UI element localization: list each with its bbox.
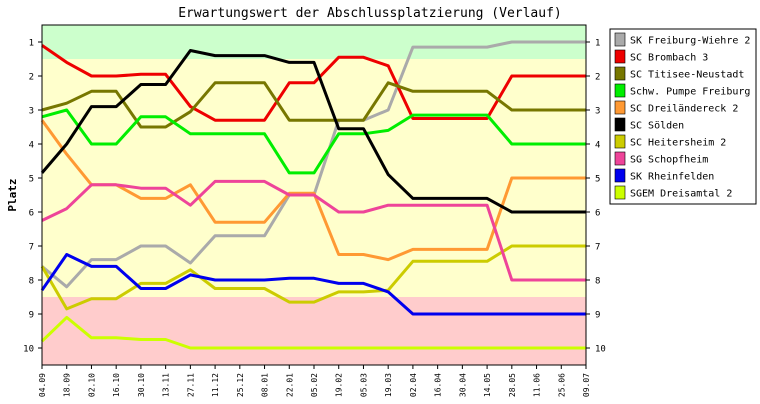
legend-entry: Schw. Pumpe Freiburg [630, 87, 750, 98]
legend-swatch [614, 83, 626, 98]
y-tick-label-left: 2 [29, 73, 34, 83]
y-tick-label-right: 3 [595, 107, 600, 117]
y-tick-label-right: 1 [595, 39, 600, 49]
chart-title: Erwartungswert der Abschlussplatzierung … [178, 6, 562, 21]
x-tick-label: 05.03 [359, 373, 368, 397]
zone-band-3 [42, 297, 586, 365]
y-tick-label-left: 5 [29, 175, 34, 185]
series-line-4 [41, 108, 586, 175]
x-tick-label: 05.02 [310, 373, 319, 397]
legend-entry: SK Rheinfelden [630, 172, 714, 183]
x-tick-label: 16.10 [112, 373, 121, 397]
y-tick-label-right: 8 [595, 277, 600, 287]
series-line-6 [40, 49, 586, 214]
legend-entry: SG Schopfheim [630, 155, 708, 166]
y-tick-label-right: 10 [595, 345, 606, 355]
x-axis: 04.09 18.09 02.10 16.10 30.10 13.11 27.11 11.12… [38, 365, 591, 397]
series-line-9 [40, 253, 586, 316]
x-tick-label: 04.09 [38, 373, 47, 397]
legend-entry: SGEM Dreisamtal 2 [630, 189, 732, 200]
x-tick-label: 27.11 [186, 373, 195, 397]
y-axis-right: 1 2 3 4 5 6 7 8 9 10 [586, 39, 606, 355]
legend-entry: SC Brombach 3 [630, 53, 708, 64]
zone-band-1 [42, 25, 586, 59]
y-tick-label-left: 3 [29, 107, 34, 117]
x-tick-label: 30.10 [137, 373, 146, 397]
series-lines [40, 40, 586, 350]
legend-swatch [614, 117, 626, 132]
x-tick-label: 19.03 [384, 373, 393, 397]
y-tick-label-left: 10 [23, 345, 34, 355]
y-tick-label-left: 4 [29, 141, 34, 151]
x-tick-label: 30.04 [458, 373, 467, 397]
x-tick-label: 13.11 [162, 373, 171, 397]
x-tick-label: 02.04 [409, 373, 418, 397]
x-tick-label: 25.12 [236, 373, 245, 397]
y-tick-label-right: 7 [595, 243, 600, 253]
series-line-7 [40, 244, 586, 311]
y-tick-label-right: 6 [595, 209, 600, 219]
x-tick-label: 08.01 [261, 373, 270, 397]
legend-frame [609, 28, 757, 205]
legend-swatch [614, 151, 626, 166]
y-tick-label-left: 1 [29, 39, 34, 49]
series-line-8 [41, 179, 586, 282]
legend-swatch [614, 32, 626, 47]
x-tick-label: 16.04 [434, 373, 443, 397]
x-tick-label: 11.06 [533, 373, 542, 397]
y-axis-label: Platz [6, 178, 19, 211]
x-tick-label: 18.09 [63, 373, 72, 397]
legend-swatch [614, 185, 626, 200]
legend-swatch [614, 66, 626, 81]
legend: SK Freiburg-Wiehre 2 SC Brombach 3 SC Titi… [609, 28, 757, 205]
x-tick-label: 02.10 [87, 373, 96, 397]
legend-entry: SK Freiburg-Wiehre 2 [630, 36, 750, 47]
x-tick-label: 25.06 [557, 373, 566, 397]
y-tick-label-left: 7 [29, 243, 34, 253]
legend-swatch [614, 134, 626, 149]
legend-swatch [614, 49, 626, 64]
y-tick-label-left: 9 [29, 311, 34, 321]
x-tick-label: 28.05 [508, 373, 517, 397]
y-tick-label-right: 4 [595, 141, 600, 151]
legend-entry: SC Titisee-Neustadt [630, 70, 744, 81]
x-tick-label: 19.02 [335, 373, 344, 397]
legend-swatch [614, 168, 626, 183]
y-tick-label-left: 8 [29, 277, 34, 287]
y-tick-label-right: 2 [595, 73, 600, 83]
x-tick-label: 11.12 [211, 373, 220, 397]
series-line-10 [40, 315, 586, 350]
series-line-2 [41, 44, 586, 122]
legend-entry: SC Sölden [630, 121, 684, 132]
y-axis-left: 1 2 3 4 5 6 7 8 9 10 [23, 39, 42, 355]
x-tick-label: 22.01 [285, 373, 294, 397]
y-tick-label-right: 9 [595, 311, 600, 321]
legend-entry: SC Heitersheim 2 [630, 138, 726, 149]
legend-swatch [614, 100, 626, 115]
series-line-3 [41, 81, 586, 129]
x-tick-label: 09.07 [582, 373, 591, 397]
y-tick-label-left: 6 [29, 209, 34, 219]
y-tick-label-right: 5 [595, 175, 600, 185]
legend-entry: SC Dreiländereck 2 [630, 104, 738, 115]
x-tick-label: 14.05 [483, 373, 492, 397]
